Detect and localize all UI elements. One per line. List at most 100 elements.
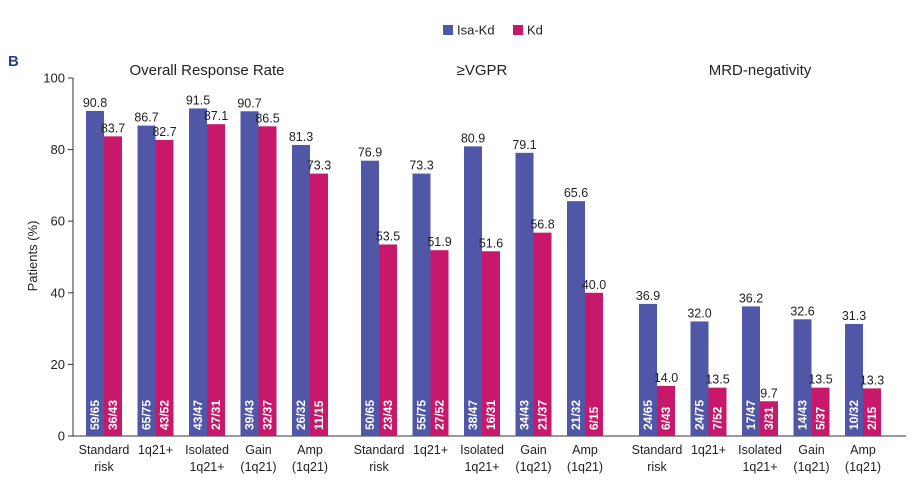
bar-isa-kd	[189, 108, 207, 437]
bar-count-label: 21/37	[536, 400, 550, 430]
bar-kd	[708, 387, 727, 436]
y-axis: 0 20 40 60 80 100 Patients (%)	[25, 71, 74, 444]
bar-count-label: 6/15	[587, 406, 601, 430]
bar-value-label: 83.7	[101, 121, 125, 135]
bar-isa-kd	[639, 303, 657, 436]
bar-count-label: 21/32	[569, 400, 583, 430]
bar-count-label: 59/65	[88, 400, 102, 430]
bar-value-label: 32.0	[687, 306, 711, 320]
bar-isa-kd	[137, 125, 156, 436]
bar-isa-kd	[412, 173, 431, 436]
x-tick-label: Amp (1q21)	[292, 443, 328, 474]
bar-kd	[760, 401, 778, 436]
bar-isa-kd	[793, 319, 812, 436]
bar-count-label: 24/75	[693, 400, 707, 430]
bar-count-label: 34/43	[518, 400, 532, 430]
bar-count-label: 26/32	[294, 400, 308, 430]
bars: 90.8 59/65 83.7 36/43 86.7 65/75 82.7 43/52 91.5…	[83, 93, 884, 437]
bar-value-label: 91.5	[186, 93, 210, 107]
y-axis-title: Patients (%)	[25, 221, 40, 292]
bar-value-label: 51.9	[427, 235, 451, 249]
bar-value-label: 82.7	[152, 125, 176, 139]
bar-kd	[657, 385, 675, 436]
legend-swatch-isa-kd	[443, 25, 453, 35]
panel-label: B	[8, 53, 19, 70]
bar-isa-kd	[845, 323, 863, 436]
x-tick-label: Standard risk	[354, 443, 405, 474]
bar-value-label: 53.5	[376, 229, 400, 243]
bar-isa-kd	[292, 144, 310, 437]
x-tick-label: Gain (1q21)	[793, 443, 829, 474]
bar-value-label: 13.3	[860, 373, 884, 387]
y-tick-label: 40	[51, 285, 65, 300]
group-title: MRD-negativity	[709, 62, 812, 79]
bar-value-label: 9.7	[760, 386, 777, 400]
x-tick-label: Standard risk	[79, 443, 130, 474]
bar-count-label: 36/43	[106, 400, 120, 430]
bar-count-label: 10/32	[847, 400, 861, 430]
bar-count-label: 43/52	[158, 400, 172, 430]
group-titles: Overall Response Rate ≥VGPR MRD-negativity	[129, 62, 811, 79]
bar-count-label: 24/65	[641, 400, 655, 430]
bar-kd	[430, 250, 449, 436]
bar-kd	[207, 124, 225, 436]
bar-kd	[104, 136, 122, 436]
x-tick-label: 1q21+	[413, 443, 448, 457]
bar-isa-kd	[515, 152, 534, 436]
bar-value-label: 36.9	[636, 289, 660, 303]
x-tick-label: Isolated 1q21+	[185, 443, 229, 474]
bar-value-label: 51.6	[479, 236, 503, 250]
legend-label-isa-kd: Isa-Kd	[457, 23, 495, 38]
bar-count-label: 55/75	[415, 400, 429, 430]
y-tick-label: 20	[51, 357, 65, 372]
group-title: ≥VGPR	[457, 62, 508, 79]
bar-value-label: 32.6	[790, 304, 814, 318]
bar-value-label: 13.5	[808, 373, 832, 387]
x-tick-label: Amp (1q21)	[845, 443, 881, 474]
bar-count-label: 16/31	[484, 400, 498, 430]
bar-kd	[811, 387, 830, 436]
x-tick-label: 1q21+	[138, 443, 173, 457]
bar-isa-kd	[464, 146, 482, 437]
bar-isa-kd	[361, 160, 379, 436]
bar-kd	[155, 139, 174, 436]
bar-value-label: 14.0	[654, 371, 678, 385]
legend-swatch-kd	[513, 25, 523, 35]
x-tick-label: 1q21+	[691, 443, 726, 457]
bar-count-label: 5/37	[814, 406, 828, 430]
legend: Isa-Kd Kd	[443, 23, 543, 38]
bar-kd	[379, 244, 397, 436]
bar-value-label: 73.3	[307, 159, 331, 173]
bar-value-label: 31.3	[842, 309, 866, 323]
bar-count-label: 7/52	[711, 406, 725, 430]
bar-value-label: 90.8	[83, 96, 107, 110]
bar-isa-kd	[240, 111, 259, 436]
bar-count-label: 3/31	[762, 406, 776, 430]
bar-value-label: 76.9	[358, 146, 382, 160]
bar-isa-kd	[567, 201, 585, 436]
bar-kd	[585, 292, 603, 436]
y-tick-label: 80	[51, 142, 65, 157]
bar-value-label: 73.3	[409, 159, 433, 173]
x-tick-label: Gain (1q21)	[240, 443, 276, 474]
y-tick-label: 0	[58, 429, 65, 444]
x-tick-label: Standard risk	[632, 443, 683, 474]
bar-value-label: 40.0	[582, 278, 606, 292]
bar-count-label: 23/43	[381, 400, 395, 430]
bar-value-label: 79.1	[512, 138, 536, 152]
y-tick-label: 100	[43, 71, 65, 86]
bar-count-label: 27/31	[209, 400, 223, 430]
bar-value-label: 81.3	[289, 130, 313, 144]
bar-value-label: 86.7	[134, 111, 158, 125]
bar-count-label: 14/43	[796, 400, 810, 430]
x-tick-label: Amp (1q21)	[567, 443, 603, 474]
group-title: Overall Response Rate	[129, 62, 284, 79]
bar-count-label: 32/37	[261, 400, 275, 430]
bar-count-label: 43/47	[191, 400, 205, 430]
bar-kd	[863, 388, 881, 436]
bar-count-label: 38/47	[466, 400, 480, 430]
bar-kd	[482, 251, 500, 436]
y-tick-label: 60	[51, 214, 65, 229]
bar-value-label: 65.6	[564, 186, 588, 200]
